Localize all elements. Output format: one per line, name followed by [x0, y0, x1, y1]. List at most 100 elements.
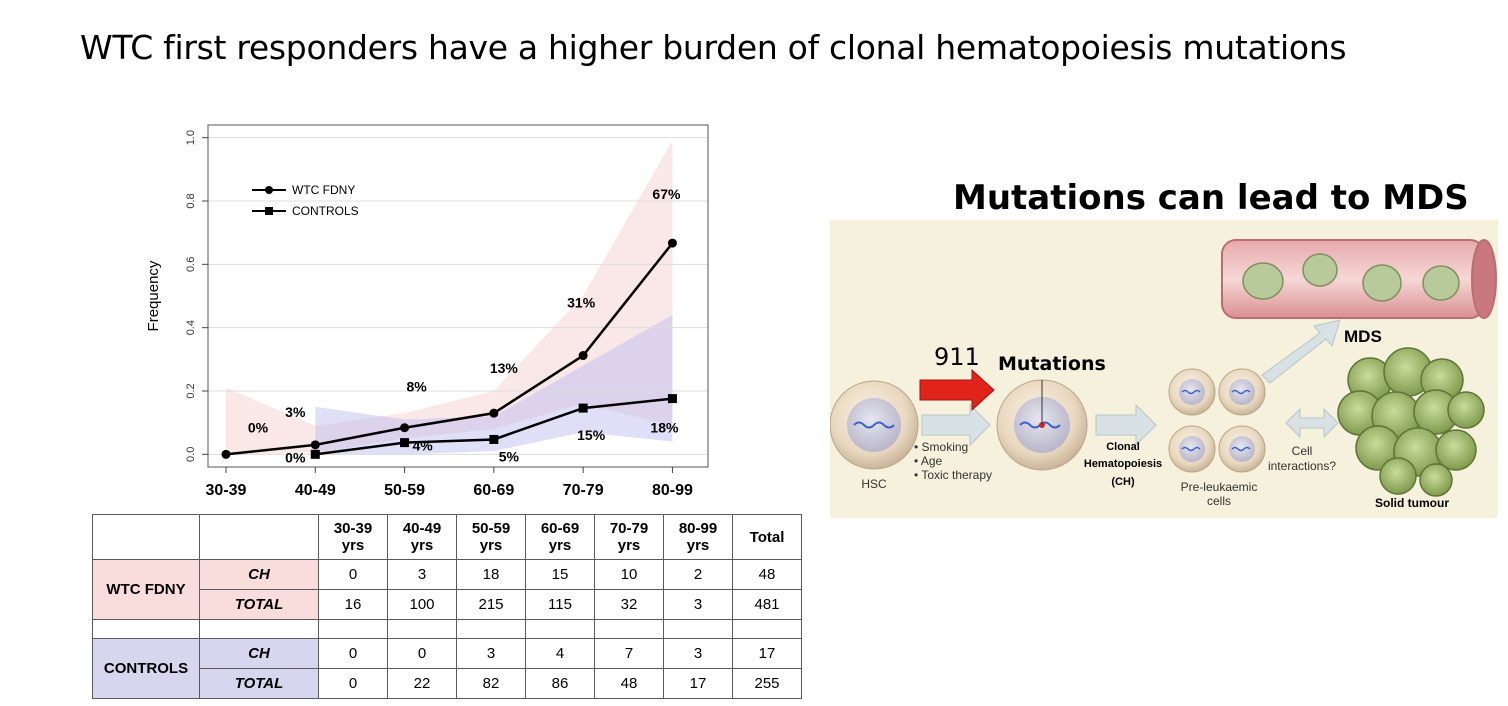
spacer-cell — [594, 619, 664, 639]
group-label-wtc: WTC FDNY — [92, 559, 200, 620]
data-label: 67% — [652, 186, 681, 202]
ci-band-1 — [315, 315, 673, 455]
table-cell: 15 — [525, 559, 595, 590]
table-row: TOTAL 0 22 82 86 48 17 255 — [93, 668, 802, 699]
table-cell: 17 — [663, 668, 733, 699]
table-cell: 3 — [456, 638, 526, 669]
table-cell: 10 — [594, 559, 664, 590]
table-cell: 3 — [663, 638, 733, 669]
spacer-cell — [387, 619, 457, 639]
table-cell: 0 — [318, 638, 388, 669]
data-label: 4% — [412, 438, 433, 454]
table-cell: 22 — [387, 668, 457, 699]
table-row: TOTAL 16 100 215 115 32 3 481 — [93, 589, 802, 620]
table-row: CONTROLS CH 0 0 3 4 7 3 17 — [92, 638, 802, 699]
red-911-arrow — [919, 368, 995, 412]
table-cell: 255 — [732, 668, 802, 699]
header-label: 70-79 yrs — [609, 520, 649, 554]
group-label-controls: CONTROLS — [92, 638, 200, 699]
header-label: 30-39 yrs — [333, 520, 373, 554]
row-label: TOTAL — [199, 589, 319, 620]
data-point — [489, 408, 499, 418]
blood-vessel-icon — [1221, 239, 1497, 319]
confidence-bands — [226, 140, 673, 455]
data-label: 13% — [490, 360, 519, 376]
table-spacer-row — [92, 619, 802, 639]
legend-label: WTC FDNY — [292, 183, 355, 197]
label-preleukaemic: Pre-leukaemic — [1181, 480, 1258, 494]
arrow-to-preleukaemic — [1095, 403, 1157, 447]
table-cell: 4 — [525, 638, 595, 669]
row-label: CH — [199, 638, 319, 669]
chart-legend: WTC FDNY CONTROLS — [252, 183, 359, 218]
mds-heading: Mutations can lead to MDS — [953, 178, 1469, 218]
label-hsc: HSC — [861, 477, 887, 491]
table-cell: 18 — [456, 559, 526, 590]
table-cell: 481 — [732, 589, 802, 620]
risk-factor: • Toxic therapy — [914, 468, 992, 482]
label-hematopoiesis: Hematopoiesis — [1084, 458, 1162, 470]
table-cell: 3 — [663, 589, 733, 620]
risk-factor: • Age — [914, 454, 943, 468]
y-tick-label: 0.0 — [185, 447, 197, 462]
x-tick-label: 70-79 — [563, 482, 604, 499]
series-lines — [221, 238, 677, 459]
spacer-cell — [732, 619, 802, 639]
mutated-cell-icon — [996, 379, 1088, 471]
data-point — [667, 238, 677, 248]
table-cell: 7 — [594, 638, 664, 669]
header-label: 80-99 yrs — [678, 520, 718, 554]
header-label: 40-49 yrs — [402, 520, 442, 554]
ch-to-mds-diagram: 911 Mutations MDS HSC • Smoking • Age • … — [830, 220, 1498, 518]
data-labels: 0% 3% 8% 13% 31% 67% 0% 4% 5% 15% 18% — [248, 186, 681, 465]
spacer-cell — [318, 619, 388, 639]
table-cell: 48 — [594, 668, 664, 699]
label-ch: (CH) — [1111, 476, 1135, 488]
header-label: 60-69 yrs — [540, 520, 580, 554]
data-label: 31% — [567, 295, 596, 311]
data-point — [489, 434, 499, 444]
data-point — [400, 438, 410, 448]
table-cell: 0 — [318, 668, 388, 699]
header-blank-1 — [92, 514, 200, 560]
label-mutations: Mutations — [998, 353, 1106, 375]
table-cell: 16 — [318, 589, 388, 620]
x-axis: 30-39 40-49 50-59 60-69 70-79 80-99 — [206, 467, 693, 499]
preleukaemic-cells-icon — [1168, 368, 1266, 473]
y-axis-label: Frequency — [145, 260, 162, 331]
spacer-cell — [525, 619, 595, 639]
table-cell: 86 — [525, 668, 595, 699]
table-cell: 0 — [387, 638, 457, 669]
chart-grid — [208, 137, 708, 455]
spacer-cell — [663, 619, 733, 639]
arrow-to-mds — [1261, 319, 1341, 384]
table-cell: 115 — [525, 589, 595, 620]
row-label: TOTAL — [199, 668, 319, 699]
y-tick-label: 0.8 — [185, 193, 197, 208]
spacer-cell — [199, 619, 319, 639]
row-label: CH — [199, 559, 319, 590]
spacer-cell — [456, 619, 526, 639]
table-header-row: 30-39 yrs 40-49 yrs 50-59 yrs 60-69 yrs … — [92, 514, 802, 560]
table-cell: 100 — [387, 589, 457, 620]
data-label: 18% — [650, 420, 679, 436]
label-preleukaemic-cells: cells — [1207, 494, 1231, 508]
frequency-line-chart: 0.0 0.2 0.4 0.6 0.8 1.0 30-39 40-49 50-59 60-69 7… — [145, 124, 709, 499]
label-mds: MDS — [1344, 327, 1382, 346]
legend-marker — [265, 186, 273, 194]
solid-tumour-icon — [1337, 347, 1485, 497]
slide-title: WTC first responders have a higher burde… — [80, 28, 1347, 67]
data-point — [667, 394, 677, 404]
series-line-0 — [225, 242, 674, 456]
header-label: 50-59 yrs — [471, 520, 511, 554]
data-point — [578, 351, 588, 361]
table-cell: 3 — [387, 559, 457, 590]
risk-factor: • Smoking — [914, 440, 968, 454]
header-cell: 30-39 yrs — [318, 514, 388, 560]
data-point — [400, 423, 410, 433]
x-tick-label: 30-39 — [206, 482, 247, 499]
label-solid-tumour: Solid tumour — [1375, 496, 1449, 510]
x-tick-label: 50-59 — [384, 482, 425, 499]
ci-band-0 — [226, 140, 673, 455]
header-cell: 60-69 yrs — [525, 514, 595, 560]
